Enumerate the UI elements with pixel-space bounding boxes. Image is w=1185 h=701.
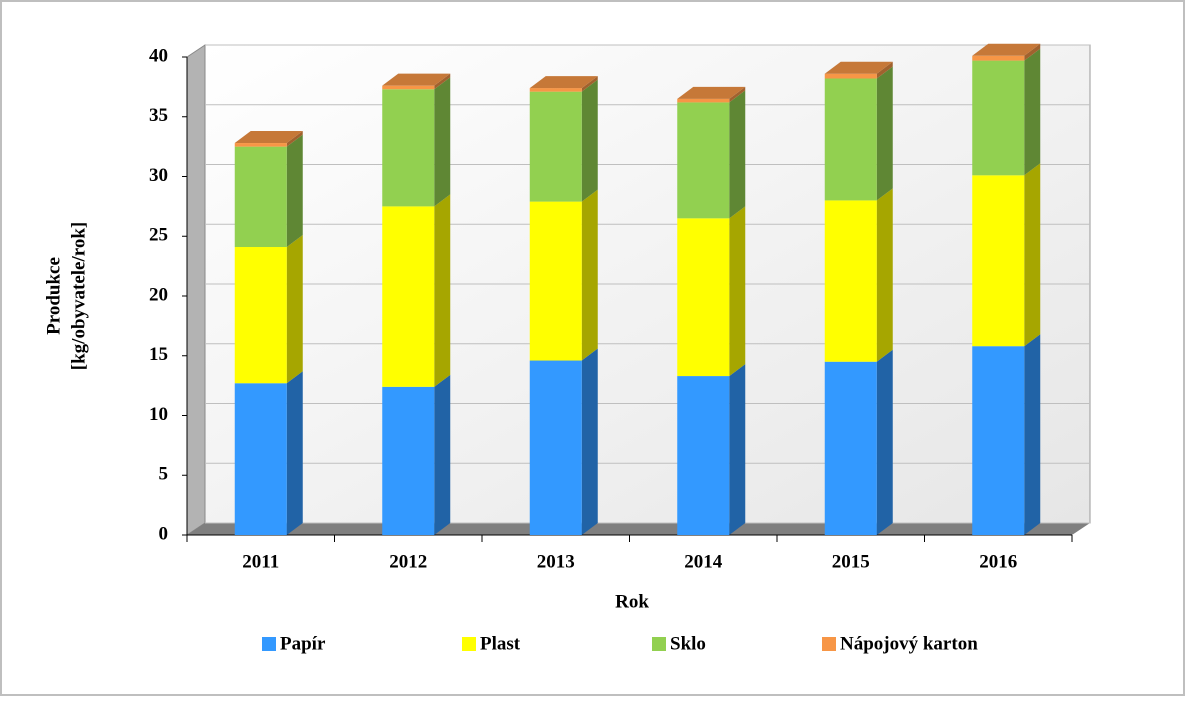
x-axis-label: Rok	[615, 591, 649, 612]
bar-side	[876, 188, 893, 362]
y-tick-label: 40	[149, 45, 168, 66]
bar-side	[286, 235, 303, 384]
y-tick-label: 35	[149, 105, 168, 126]
floor	[187, 523, 1090, 535]
bar	[234, 146, 287, 248]
legend-label: Sklo	[670, 633, 706, 654]
y-tick-label: 10	[149, 404, 168, 425]
bar-side	[581, 76, 598, 92]
y-axis-label: [kg/obyvatele/rok]	[68, 222, 89, 370]
bar	[677, 102, 730, 219]
bar	[382, 206, 435, 387]
bar	[972, 346, 1025, 535]
bar-side	[1024, 163, 1041, 347]
bar	[824, 361, 877, 535]
legend-swatch	[462, 637, 476, 651]
bar-side	[434, 374, 451, 535]
bar	[677, 98, 730, 103]
bar	[677, 376, 730, 535]
legend-label: Papír	[280, 633, 326, 654]
bar	[529, 91, 582, 202]
x-tick-label: 2014	[684, 551, 723, 572]
bar	[972, 55, 1025, 61]
bar-side	[1024, 48, 1041, 176]
bar	[972, 60, 1025, 176]
bar-side	[729, 90, 746, 219]
bar-side	[434, 77, 451, 207]
bar-top	[824, 61, 893, 74]
bar	[529, 201, 582, 361]
bar-side	[876, 349, 893, 535]
bar-side	[581, 79, 598, 202]
bar-side	[286, 371, 303, 535]
bar-side	[1024, 334, 1041, 535]
bar	[824, 78, 877, 201]
x-tick-label: 2011	[242, 551, 279, 572]
bar-side	[729, 86, 746, 103]
y-tick-label: 25	[149, 225, 168, 246]
bar	[382, 89, 435, 207]
bar-side	[581, 348, 598, 535]
bar	[529, 360, 582, 535]
bar-top	[529, 76, 598, 89]
y-tick-label: 5	[159, 464, 169, 485]
bar	[234, 247, 287, 384]
bar-side	[729, 206, 746, 377]
bar	[972, 175, 1025, 347]
bar-side	[286, 134, 303, 248]
bar-side	[434, 73, 451, 90]
bar-side	[729, 364, 746, 535]
legend-swatch	[262, 637, 276, 651]
legend-label: Plast	[480, 633, 521, 654]
bar	[234, 143, 287, 147]
bar-side	[581, 189, 598, 361]
legend-swatch	[652, 637, 666, 651]
bar	[677, 218, 730, 377]
x-tick-label: 2016	[979, 551, 1017, 572]
bar-side	[876, 66, 893, 201]
bar-top	[382, 73, 451, 86]
bar	[234, 383, 287, 535]
bar	[529, 88, 582, 92]
y-axis-label: Produkce	[43, 257, 64, 335]
x-tick-label: 2015	[832, 551, 870, 572]
bar-side	[1024, 43, 1041, 61]
bar-side	[286, 131, 303, 147]
y-tick-label: 15	[149, 344, 168, 365]
bar	[382, 85, 435, 90]
bar-top	[677, 86, 746, 99]
x-tick-label: 2013	[537, 551, 575, 572]
y-tick-label: 0	[159, 523, 169, 544]
y-tick-label: 20	[149, 284, 168, 305]
bar	[382, 386, 435, 535]
legend-label: Nápojový karton	[840, 633, 978, 654]
bar-side	[876, 61, 893, 79]
y-tick-label: 30	[149, 165, 168, 186]
bar	[824, 200, 877, 362]
x-tick-label: 2012	[389, 551, 427, 572]
bar-top	[972, 43, 1041, 56]
bar	[824, 73, 877, 79]
bar-side	[434, 194, 451, 387]
bar-top	[234, 131, 303, 144]
legend-swatch	[822, 637, 836, 651]
side-wall	[186, 44, 206, 536]
